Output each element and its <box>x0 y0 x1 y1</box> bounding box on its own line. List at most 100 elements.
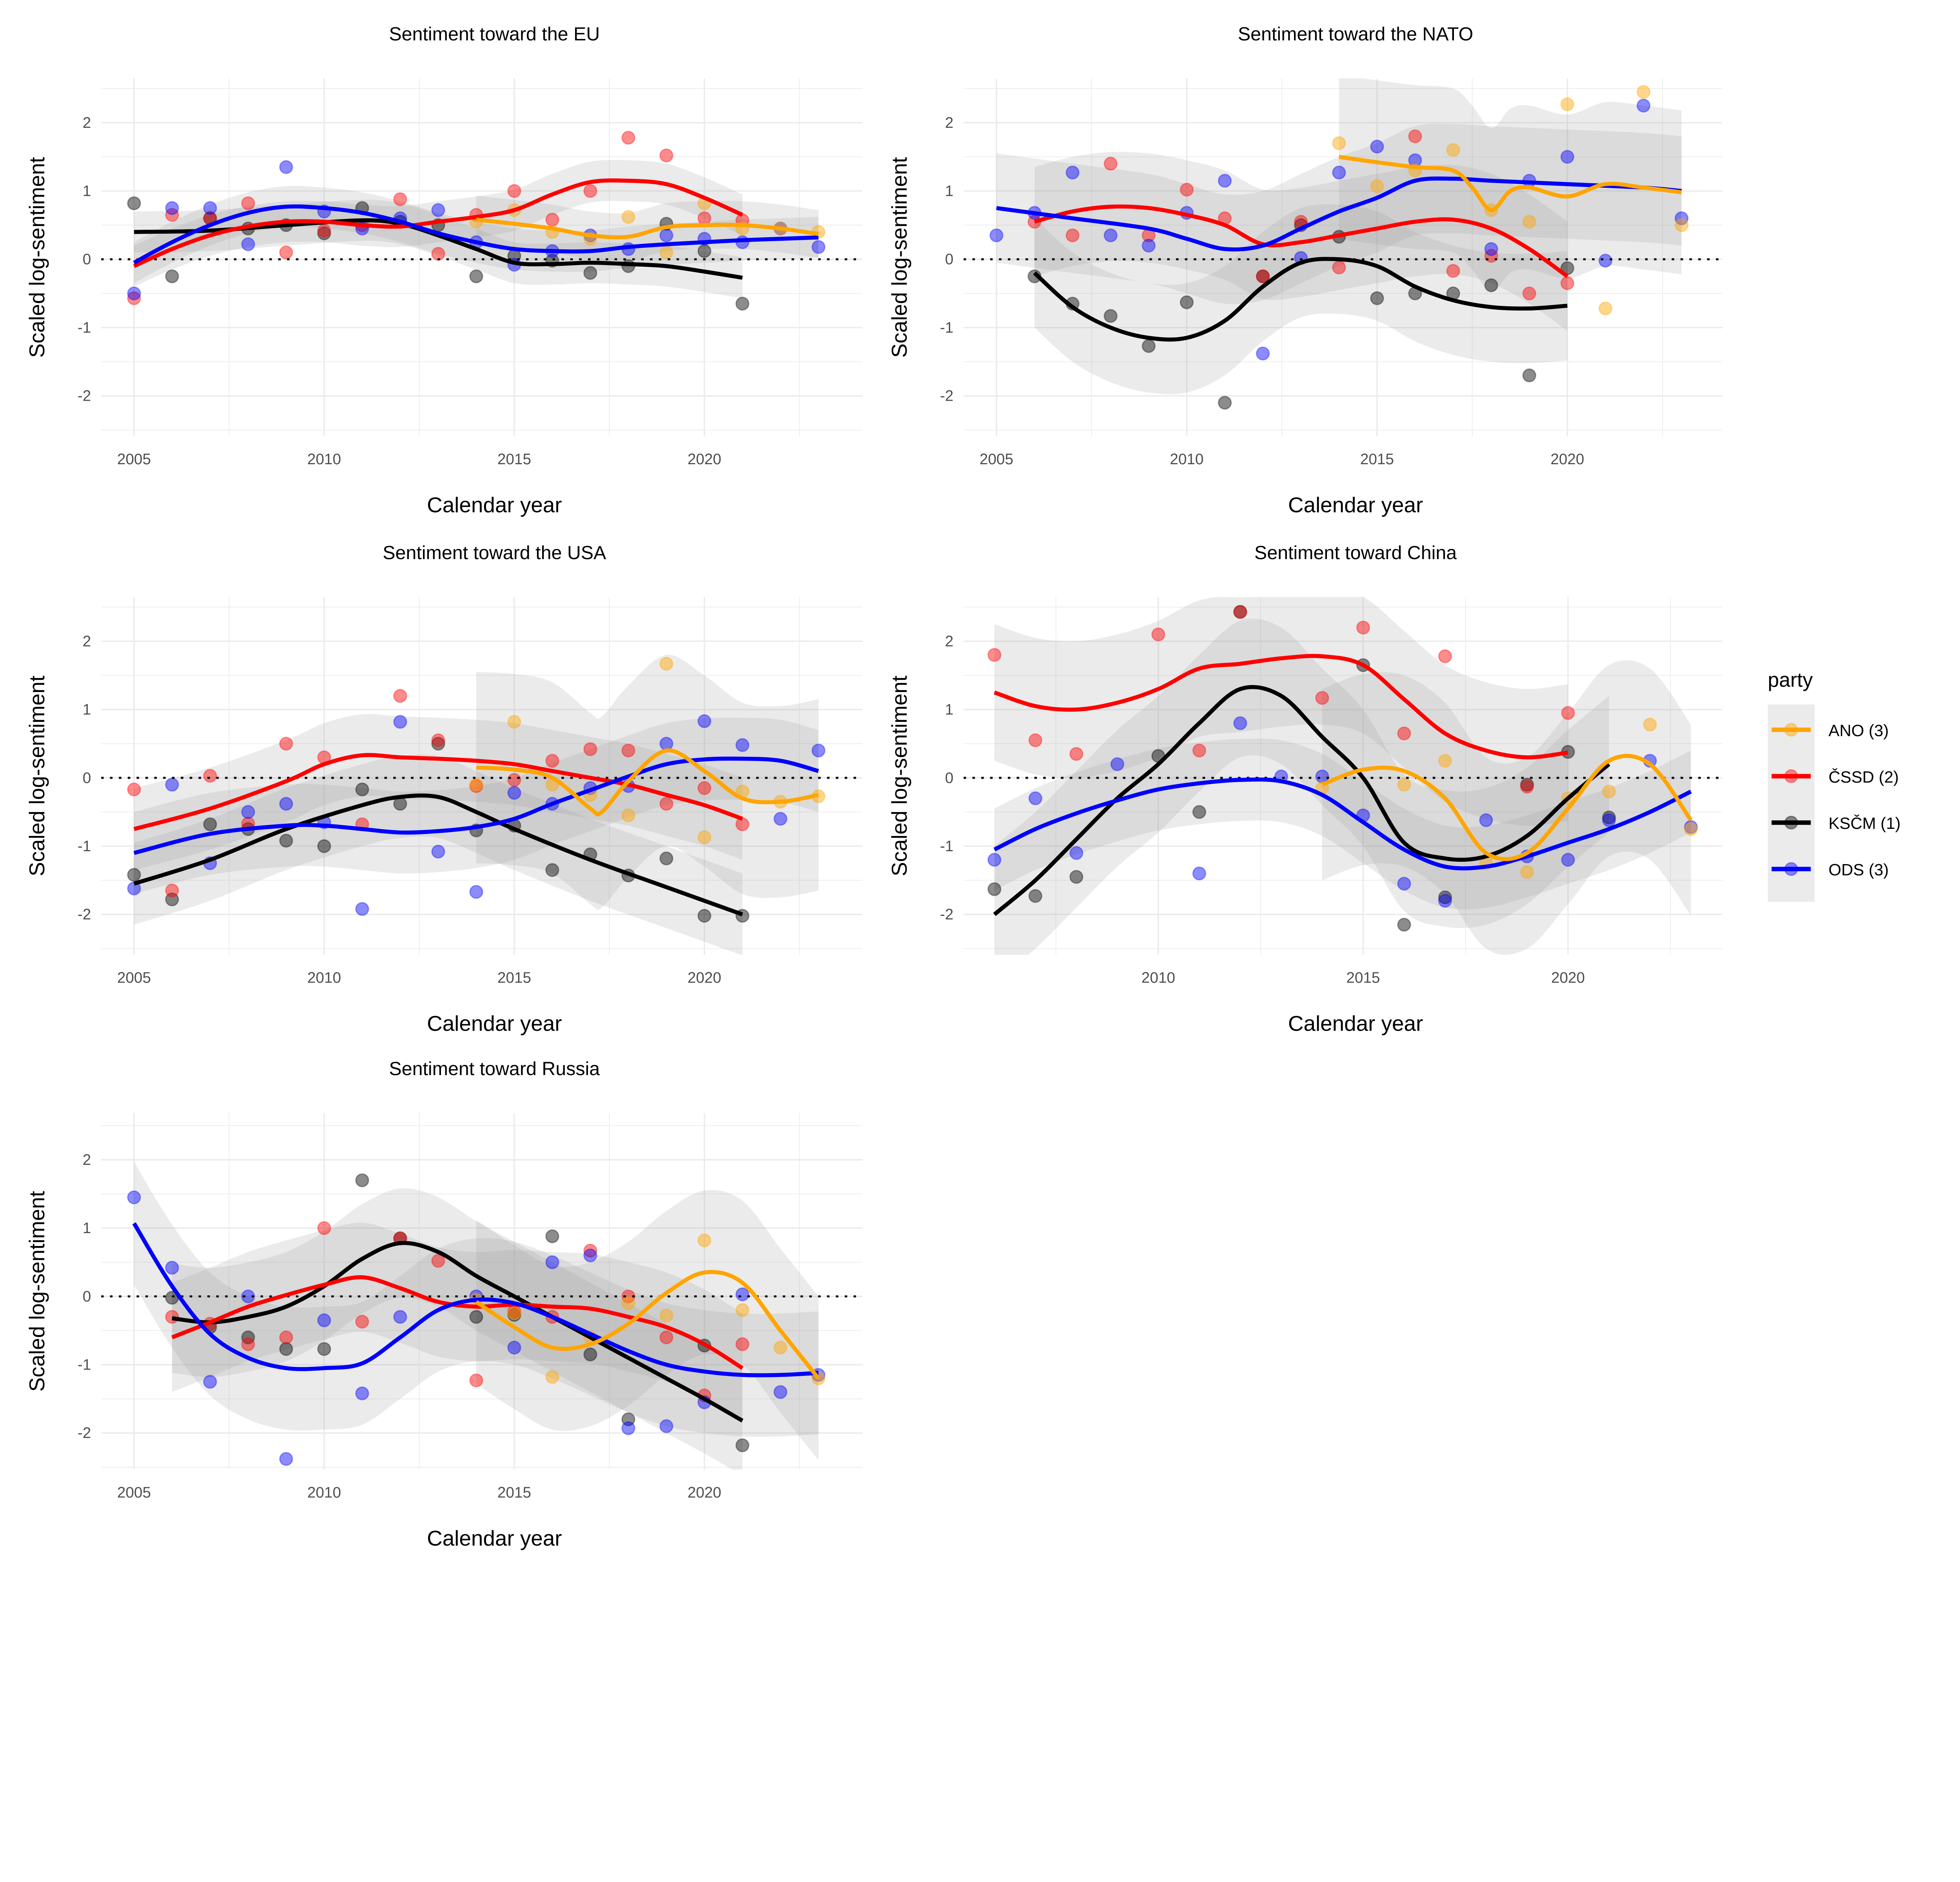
data-point-cssd <box>659 148 673 163</box>
data-point-ods <box>1684 820 1698 834</box>
data-point-cssd <box>1151 627 1165 641</box>
data-point-cssd <box>621 131 635 145</box>
data-point-ods <box>1479 813 1493 827</box>
data-point-ods <box>1028 791 1043 805</box>
gridlines <box>964 597 1722 955</box>
x-tick-label: 2020 <box>1550 451 1584 468</box>
data-point-kscm <box>735 296 750 311</box>
data-point-ods <box>987 853 1002 867</box>
data-point-ods <box>203 1375 217 1389</box>
y-tick-label: 1 <box>83 701 91 718</box>
data-point-ods <box>431 203 445 217</box>
data-point-cssd <box>1520 779 1534 794</box>
confidence-band-cssd <box>172 1223 742 1423</box>
data-point-ods <box>621 1421 635 1435</box>
y-axis-label: Scaled log-sentiment <box>25 1191 49 1392</box>
x-tick-label: 2005 <box>117 1484 151 1501</box>
data-point-ano <box>621 808 635 823</box>
data-point-cssd <box>1561 706 1575 720</box>
data-point-cssd <box>735 1337 750 1352</box>
data-point-ano <box>659 657 673 671</box>
data-point-ods <box>241 237 255 251</box>
smooth-line-ano <box>475 1270 820 1380</box>
data-point-ods <box>355 1386 369 1401</box>
y-tick-label: 0 <box>83 770 91 787</box>
y-tick-label: -1 <box>78 838 91 855</box>
data-point-ano <box>697 1233 711 1248</box>
data-point-cssd <box>697 211 711 225</box>
data-point-cssd <box>127 291 141 305</box>
legend-item-cssd: ČSSD (2) <box>1771 768 1899 786</box>
data-point-ods <box>279 160 293 174</box>
y-tick-label: 2 <box>945 114 954 131</box>
data-point-ods <box>545 1255 559 1270</box>
legend-label: ČSSD (2) <box>1829 768 1899 786</box>
data-point-kscm <box>735 1438 750 1452</box>
chart-panel: Sentiment toward the NATO Calendar year Sc… <box>887 24 1722 517</box>
data-point-cssd <box>469 1373 483 1388</box>
plot-area <box>101 131 862 311</box>
data-point-kscm <box>1602 810 1616 825</box>
data-point-ods <box>1142 238 1156 253</box>
legend-label: ANO (3) <box>1829 721 1889 739</box>
data-point-ods <box>1397 877 1411 891</box>
data-point-cssd <box>127 782 141 797</box>
x-axis-label: Calendar year <box>1288 492 1423 517</box>
y-axis-label: Scaled log-sentiment <box>25 157 49 358</box>
data-point-ods <box>735 1287 750 1301</box>
data-point-ods <box>1598 254 1613 268</box>
data-point-ods <box>1561 853 1575 867</box>
legend-item-kscm: KSČM (1) <box>1771 814 1901 832</box>
x-tick-label: 2010 <box>307 451 341 468</box>
data-point-ods <box>1560 150 1575 164</box>
smooth-line-ods <box>996 176 1682 252</box>
x-tick-label: 2005 <box>117 969 151 986</box>
data-point-kscm <box>431 737 445 751</box>
data-point-cssd <box>1332 260 1346 274</box>
data-point-ano <box>1684 822 1698 836</box>
data-point-kscm <box>203 817 217 832</box>
smooth-line-ano <box>1321 754 1693 861</box>
data-point-ods <box>659 737 673 751</box>
data-point-ano <box>735 1303 750 1317</box>
data-point-cssd <box>1356 620 1370 635</box>
data-point-kscm <box>1256 269 1270 283</box>
legend-item-ods: ODS (3) <box>1771 861 1889 879</box>
y-tick-label: 0 <box>945 251 954 268</box>
data-point-kscm <box>279 834 293 848</box>
x-axis-label: Calendar year <box>427 1526 562 1550</box>
data-point-kscm <box>1103 309 1118 323</box>
data-point-kscm <box>1520 778 1534 792</box>
data-point-ods <box>659 228 673 243</box>
data-point-cssd <box>431 247 445 261</box>
data-point-cssd <box>507 184 521 198</box>
y-tick-label: 2 <box>83 1152 91 1168</box>
data-point-kscm <box>165 269 179 283</box>
x-tick-label: 2020 <box>688 451 721 468</box>
confidence-band-kscm <box>134 754 742 955</box>
gridlines <box>964 78 1722 436</box>
data-point-kscm <box>1233 605 1247 619</box>
data-point-cssd <box>545 754 559 768</box>
data-point-kscm <box>1028 889 1043 903</box>
x-tick-label: 2005 <box>117 451 151 468</box>
x-tick-label: 2020 <box>1551 969 1585 986</box>
confidence-band-kscm <box>172 1188 742 1470</box>
data-point-ods <box>165 201 179 215</box>
data-point-cssd <box>1408 129 1422 144</box>
data-point-ods <box>1674 211 1689 225</box>
data-point-ods <box>241 1289 255 1304</box>
data-point-ods <box>393 715 407 729</box>
x-tick-label: 2015 <box>1360 451 1394 468</box>
data-point-ano <box>621 1296 635 1310</box>
data-point-cssd <box>431 1254 445 1268</box>
data-point-cssd <box>393 192 407 206</box>
y-axis-label: Scaled log-sentiment <box>887 157 911 358</box>
chart-panel: Sentiment toward China Calendar year Scale… <box>887 542 1722 1035</box>
confidence-band-kscm <box>1034 204 1568 394</box>
data-point-ods <box>735 738 750 752</box>
data-point-cssd <box>987 648 1002 662</box>
data-point-kscm <box>355 782 369 797</box>
data-point-ano <box>1643 718 1657 732</box>
data-point-cssd <box>697 781 711 795</box>
